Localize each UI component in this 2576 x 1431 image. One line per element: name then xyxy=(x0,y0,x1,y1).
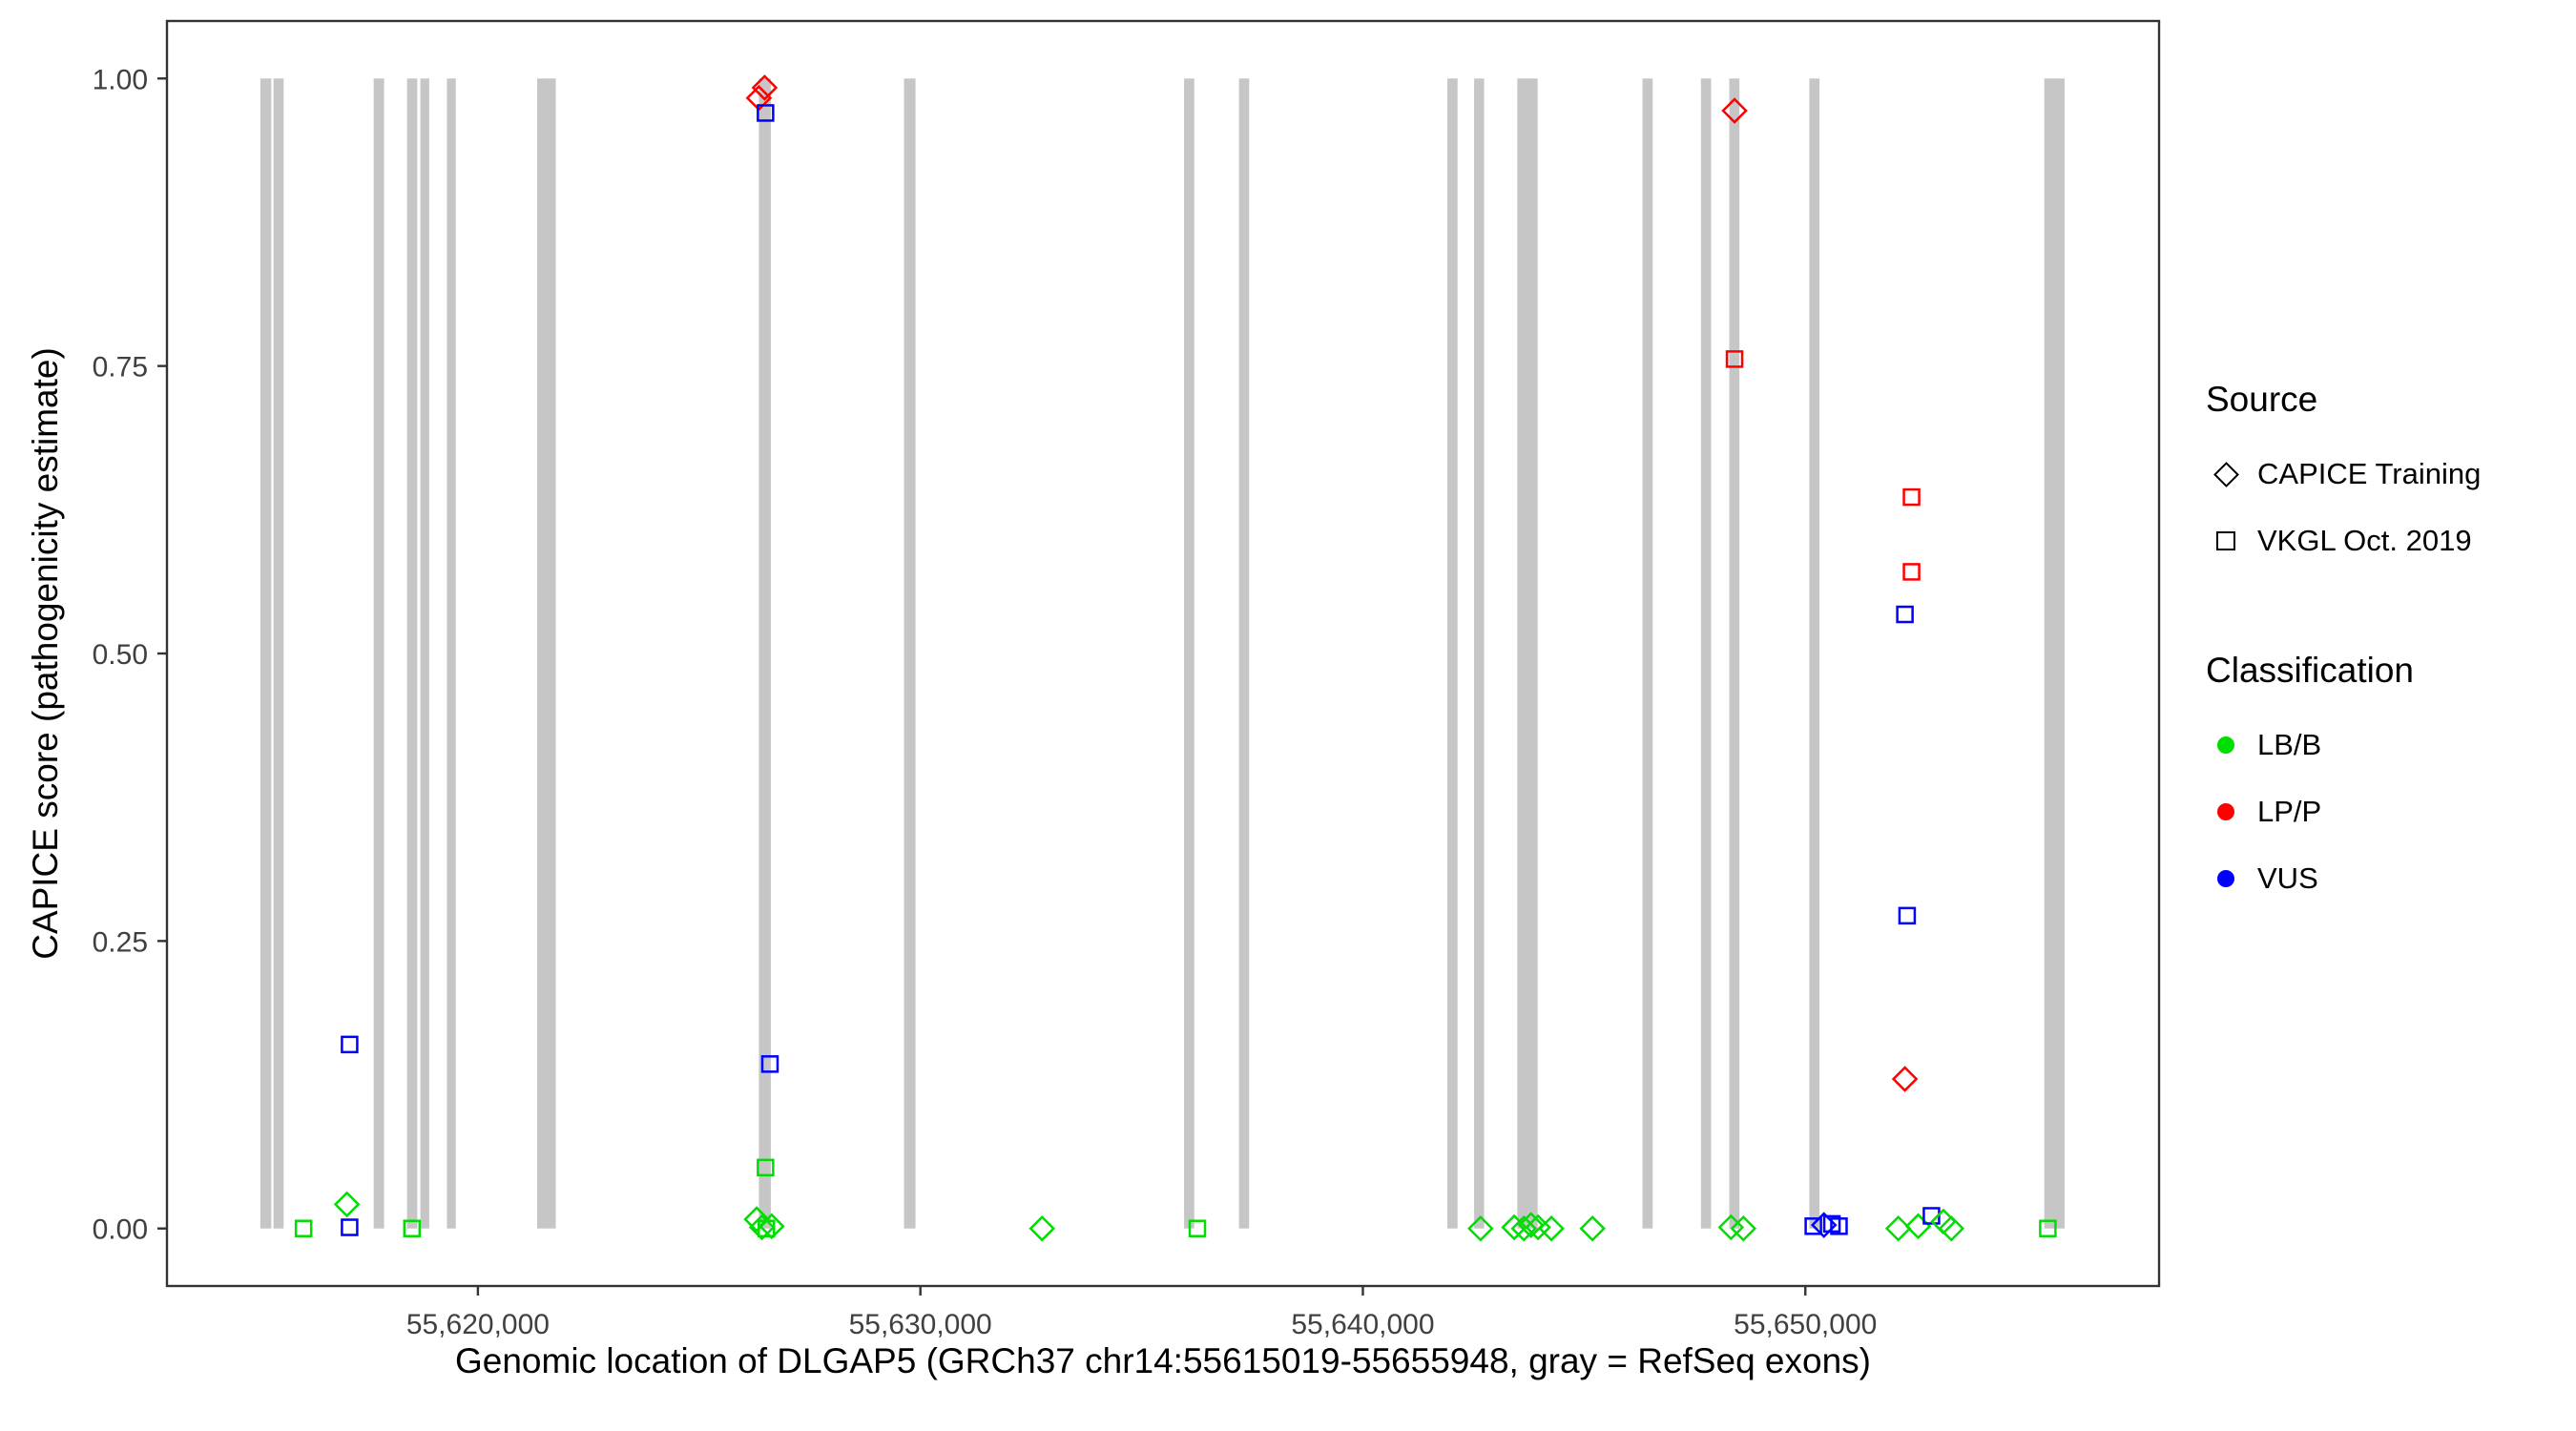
data-point-diamond xyxy=(758,1213,785,1240)
exon-bar xyxy=(2044,78,2066,1229)
y-tick-label: 0.50 xyxy=(93,639,148,671)
data-point-diamond xyxy=(333,1191,361,1218)
legend-item-label: LB/B xyxy=(2257,728,2322,761)
legend-item-label: VUS xyxy=(2257,861,2318,895)
x-tick-label: 55,620,000 xyxy=(406,1309,550,1340)
data-point-square xyxy=(1896,605,1914,624)
data-point-square xyxy=(1725,350,1744,368)
legend-source-title: Source xyxy=(2206,380,2318,419)
data-point-diamond xyxy=(1721,97,1748,124)
data-point-square xyxy=(294,1219,313,1237)
data-point-square xyxy=(2039,1219,2057,1237)
legend-classification-title: Classification xyxy=(2206,651,2414,690)
x-tick-label: 55,630,000 xyxy=(849,1309,992,1340)
exon-bar xyxy=(260,78,272,1229)
diamond-icon xyxy=(2206,461,2246,487)
exon-bar xyxy=(537,78,556,1229)
data-point-square xyxy=(760,1055,779,1073)
y-tick-label: 0.00 xyxy=(93,1214,148,1246)
legend-item-capice-training: CAPICE Training xyxy=(2206,441,2481,508)
exon-bar xyxy=(904,78,916,1229)
exon-bar xyxy=(1184,78,1195,1229)
x-axis-title: Genomic location of DLGAP5 (GRCh37 chr14… xyxy=(455,1341,1871,1380)
data-point-diamond xyxy=(1938,1214,1965,1242)
legend-item-label: VKGL Oct. 2019 xyxy=(2257,524,2472,557)
data-point-diamond xyxy=(1517,1212,1545,1238)
y-tick-label: 0.25 xyxy=(93,926,148,958)
legend-item-label: CAPICE Training xyxy=(2257,457,2482,490)
x-tick-label: 55,640,000 xyxy=(1291,1309,1434,1340)
data-point-square xyxy=(1188,1219,1207,1237)
exon-bar xyxy=(1474,78,1485,1229)
data-point-diamond xyxy=(1467,1214,1494,1242)
exon-bar xyxy=(1809,78,1820,1229)
data-point-square xyxy=(1830,1217,1848,1235)
exon-bar xyxy=(1238,78,1250,1229)
data-point-square xyxy=(1898,906,1917,925)
y-tick-label: 1.00 xyxy=(93,64,148,95)
legend-item-lpp: LP/P xyxy=(2206,778,2481,845)
exon-bar xyxy=(1700,78,1712,1229)
data-point-square xyxy=(757,1158,775,1177)
exon-bar xyxy=(273,78,284,1229)
legend-item-vus: VUS xyxy=(2206,845,2481,912)
green-dot-icon xyxy=(2206,736,2246,754)
panel-border xyxy=(165,19,2161,1288)
exon-bar xyxy=(420,78,429,1229)
data-point-diamond xyxy=(1930,1208,1957,1235)
legend-item-label: LP/P xyxy=(2257,795,2322,828)
exon-bar xyxy=(1642,78,1653,1229)
data-point-square xyxy=(1804,1217,1822,1235)
exon-bar xyxy=(1447,78,1458,1229)
data-point-diamond xyxy=(1904,1213,1932,1240)
legend-item-vkgl: VKGL Oct. 2019 xyxy=(2206,508,2481,574)
red-dot-icon xyxy=(2206,803,2246,820)
data-point-square xyxy=(341,1218,359,1236)
exon-bar xyxy=(758,78,771,1229)
blue-dot-icon xyxy=(2206,870,2246,887)
legend-source-section: Source CAPICE Training VKGL Oct. 2019 xyxy=(2206,380,2481,574)
exon-bar xyxy=(1517,78,1538,1229)
square-icon xyxy=(2206,531,2246,550)
data-point-diamond xyxy=(1884,1214,1912,1242)
exon-bar xyxy=(373,78,384,1229)
data-point-diamond xyxy=(1028,1214,1056,1242)
data-point-diamond xyxy=(751,74,779,101)
data-point-square xyxy=(757,104,775,122)
data-point-diamond xyxy=(1891,1066,1919,1092)
data-point-square xyxy=(403,1219,422,1237)
data-point-square xyxy=(1902,563,1921,581)
y-tick-label: 0.75 xyxy=(93,352,148,384)
data-point-square xyxy=(341,1035,359,1054)
data-point-diamond xyxy=(745,84,773,112)
data-point-diamond xyxy=(1538,1214,1565,1242)
exon-bar xyxy=(406,78,418,1229)
data-point-diamond xyxy=(1579,1214,1606,1242)
exon-bar xyxy=(1729,78,1740,1229)
legend: Source CAPICE Training VKGL Oct. 2019 Cl… xyxy=(2206,380,2481,988)
legend-classification-section: Classification LB/B LP/P VUS xyxy=(2206,651,2481,912)
exon-bar xyxy=(447,78,456,1229)
x-tick-label: 55,650,000 xyxy=(1734,1309,1877,1340)
y-axis-title: CAPICE score (pathogenicity estimate) xyxy=(26,347,65,960)
legend-item-lbb: LB/B xyxy=(2206,712,2481,778)
data-point-diamond xyxy=(1730,1214,1757,1242)
data-point-square xyxy=(1902,487,1921,507)
